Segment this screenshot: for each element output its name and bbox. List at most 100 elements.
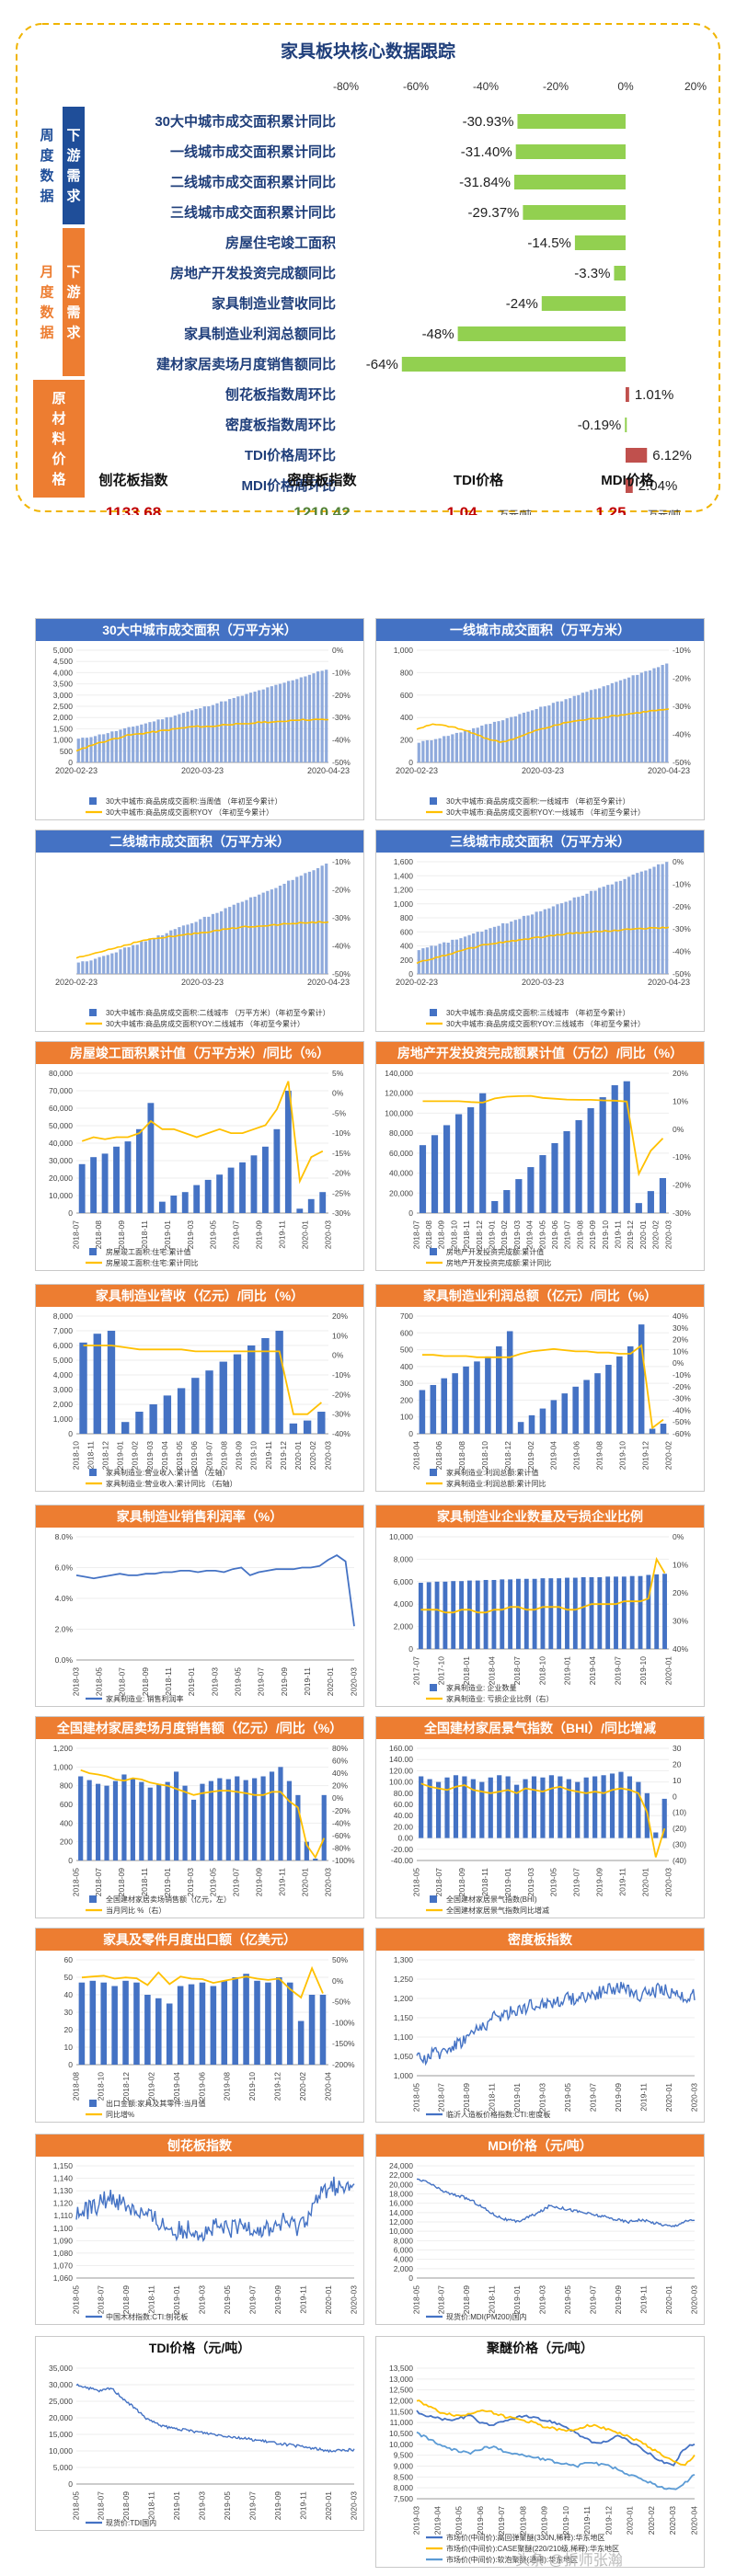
bar — [572, 897, 576, 974]
bar — [451, 1581, 456, 1649]
x-tick-label: 2020-03 — [663, 1868, 673, 1896]
y2-tick-label: -10% — [332, 668, 351, 677]
y-tick-label: 1,100 — [394, 2032, 414, 2042]
bar — [276, 1977, 282, 2065]
y-tick-label: 18,000 — [389, 2190, 413, 2199]
y2-tick-label: 20% — [673, 1069, 688, 1078]
bar — [479, 1781, 485, 1838]
x-tick-label: 2020-03 — [689, 2083, 698, 2112]
bar — [479, 1093, 487, 1213]
y-tick-label: 80,000 — [49, 1069, 73, 1078]
bar — [593, 890, 597, 974]
chart-title: 家具及零件月度出口额（亿美元） — [36, 1929, 363, 1951]
y-tick-label: 20.00 — [394, 1822, 414, 1831]
series-line — [75, 2176, 355, 2243]
bar — [614, 1576, 618, 1649]
y-tick-label: 40,000 — [49, 1139, 73, 1148]
y-tick-label: 11,000 — [390, 2418, 414, 2427]
y2-tick-label: -20% — [332, 1390, 351, 1399]
index-unit: 万元/吨 — [648, 509, 681, 515]
bar — [581, 1576, 586, 1649]
bar — [188, 1984, 195, 2065]
x-tick-label: 2018-11 — [480, 1868, 489, 1896]
y-tick-label: 8,000 — [394, 2483, 414, 2492]
bar — [522, 712, 526, 762]
y-tick-label: 25,000 — [49, 2397, 73, 2406]
bar — [443, 942, 446, 974]
bar — [132, 727, 135, 762]
legend-label: 全国建材家居景气指数(BHI) — [446, 1895, 537, 1904]
y-tick-label: 0 — [408, 969, 413, 979]
y2-tick-label: 30% — [673, 1617, 688, 1626]
x-tick-label: 2019-03 — [411, 2506, 420, 2535]
bar — [287, 880, 291, 974]
x-tick-label: 2018-12 — [121, 2072, 131, 2101]
row-bar — [614, 266, 626, 280]
chart-title: 30大中城市成交面积（万平方米） — [36, 619, 363, 641]
y-tick-label: 400 — [400, 1362, 413, 1371]
y-tick-label: 600 — [400, 927, 413, 936]
bar — [163, 1395, 172, 1434]
y-tick-label: 800 — [60, 1781, 73, 1791]
bar — [320, 865, 324, 974]
bar — [609, 1773, 615, 1838]
y-tick-label: 700 — [400, 1311, 413, 1321]
legend-label: 全国建材家居卖场销售额（亿元，左） — [106, 1895, 231, 1904]
x-tick-label: 2019-07 — [232, 1220, 241, 1249]
y-tick-label: 4,500 — [53, 657, 74, 666]
index-name: 刨花板指数 — [98, 472, 168, 488]
bar — [228, 907, 232, 974]
bar — [430, 740, 433, 762]
y-tick-label: 200 — [400, 736, 413, 745]
x-tick-label: 2018-11 — [147, 2491, 156, 2520]
bar — [627, 1776, 633, 1838]
x-tick-label: 2019-11 — [638, 2285, 648, 2314]
y-tick-label: 1,300 — [394, 1955, 414, 1964]
y-tick-label: 0 — [68, 2479, 73, 2489]
y2-tick-label: -50% — [673, 758, 691, 767]
y-tick-label: 1,070 — [53, 2261, 74, 2270]
group-label: 月度数据 — [39, 265, 54, 341]
y2-tick-label: 0% — [332, 1976, 344, 1986]
y2-tick-label: -60% — [673, 1429, 691, 1438]
y-tick-label: 10,000 — [49, 1191, 73, 1200]
bar — [454, 732, 458, 762]
bar — [236, 696, 240, 762]
bar — [598, 688, 602, 762]
bar — [635, 1203, 642, 1213]
bar — [111, 1986, 118, 2065]
y-tick-label: 10,000 — [389, 1532, 413, 1541]
bar — [547, 705, 551, 762]
bar — [484, 929, 488, 974]
bar — [480, 932, 484, 974]
x-tick-label: 2019-09 — [273, 2491, 282, 2520]
bar — [216, 1174, 224, 1213]
y-tick-label: 300 — [400, 1379, 413, 1388]
bar — [430, 1384, 437, 1434]
series-line — [420, 1782, 666, 1858]
y2-tick-label: -15% — [332, 1149, 351, 1158]
header-panel: 家具板块核心数据跟踪 -80% -60% -40% -20% 0% 20% 周度数据下游需… — [16, 23, 720, 515]
x-tick-label: 2019-10 — [247, 2072, 257, 2101]
chart-panel: 家具制造业利润总额（亿元）/同比（%） 0 100 200 300 400 500 600 70… — [375, 1284, 705, 1492]
bar — [583, 1380, 590, 1434]
y2-tick-label: -100% — [332, 2018, 355, 2027]
legend-swatch — [89, 1009, 97, 1016]
bar — [636, 873, 639, 974]
row-name: 密度板指数周环比 — [225, 417, 336, 433]
x-tick-label: 2019-07 — [497, 2506, 506, 2535]
index-value: 1210.42 — [293, 504, 350, 515]
bar — [76, 962, 80, 974]
y-tick-label: 0 — [68, 758, 73, 767]
y2-tick-label: -10% — [332, 1128, 351, 1138]
x-tick-label: 2018-09 — [457, 1868, 466, 1896]
bar — [291, 879, 294, 974]
bar — [605, 1576, 611, 1649]
bar — [535, 911, 538, 974]
legend-label: 30大中城市:商品房成交面积YOY （年初至今累计） — [106, 807, 273, 817]
y2-tick-label: -5% — [332, 1108, 347, 1117]
series-line — [416, 2431, 696, 2490]
bar — [89, 1980, 97, 2065]
bar — [492, 721, 497, 762]
y-tick-label: 3,000 — [53, 691, 74, 700]
